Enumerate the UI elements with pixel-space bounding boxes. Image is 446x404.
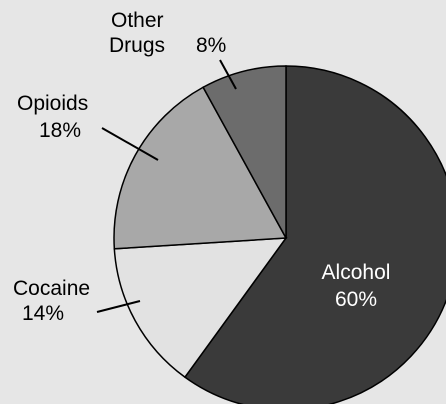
slice-value-other: 8% — [196, 34, 226, 57]
leader-lines — [96, 59, 237, 313]
leader-line-opioids — [101, 127, 159, 161]
pie-slice-other-drugs — [202, 65, 287, 239]
slice-value-alcohol: 60% — [335, 288, 377, 311]
slice-label-other-line2: Drugs — [109, 34, 165, 57]
slice-label-cocaine: Cocaine — [13, 277, 90, 300]
pie-slice-alcohol — [183, 65, 446, 404]
slice-label-other-line1: Other — [111, 9, 164, 32]
leader-line-cocaine — [96, 300, 141, 313]
slice-label-alcohol: Alcohol — [322, 261, 391, 284]
pie-slice-cocaine — [113, 237, 288, 379]
slice-value-cocaine: 14% — [22, 302, 64, 325]
pie-slice-opioids — [113, 86, 288, 250]
slice-label-opioids: Opioids — [17, 92, 88, 115]
leader-line-other — [219, 59, 237, 90]
slice-value-opioids: 18% — [39, 119, 81, 142]
pie-slices — [113, 65, 446, 404]
